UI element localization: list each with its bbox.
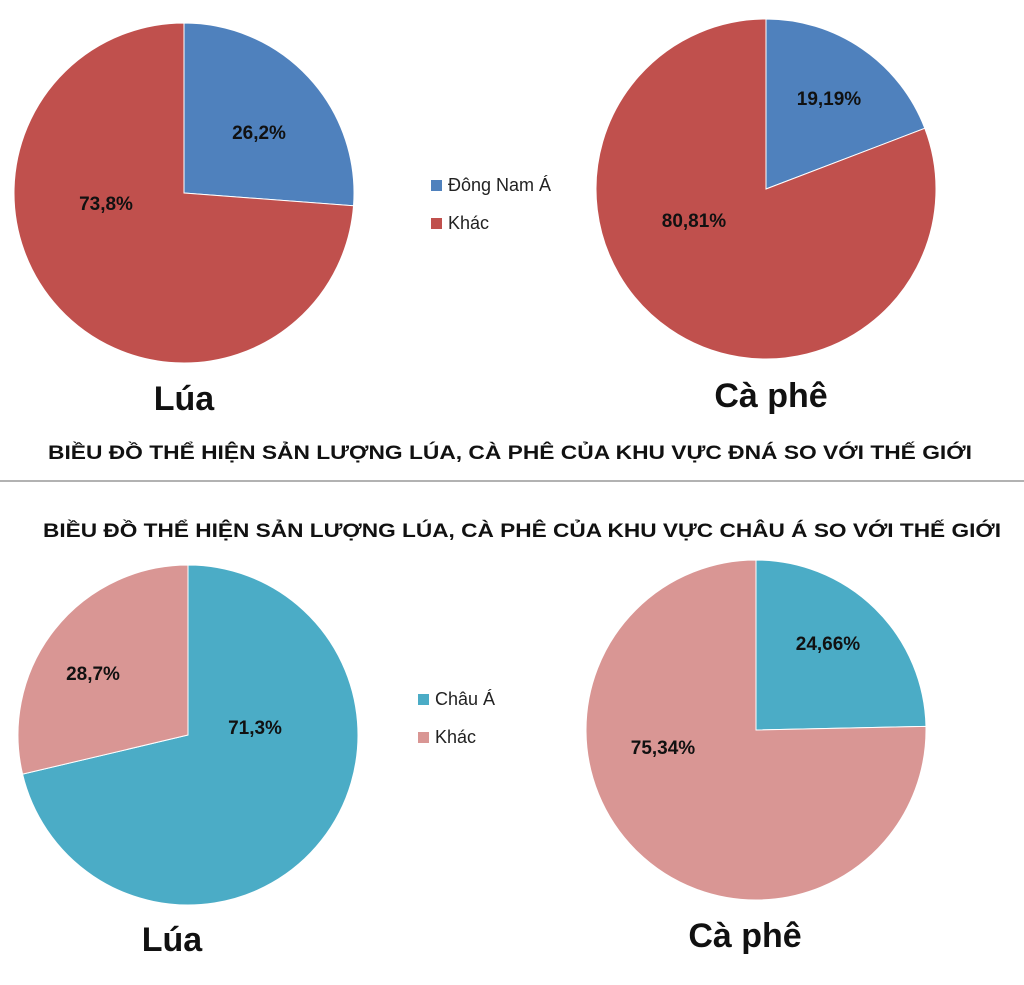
pie-slice-chau-a	[21, 564, 359, 906]
legend-swatch-dong-nam-a	[431, 180, 442, 191]
pie-caption: Cà phê	[714, 377, 827, 415]
slice-label-dong-nam-a: 19,19%	[797, 89, 862, 110]
pie-chart-coffee-sea: 19,19% 80,81% Cà phê	[595, 18, 937, 415]
slice-label-dong-nam-a: 26,2%	[232, 123, 286, 144]
legend-label-khac: Khác	[448, 213, 489, 233]
slice-label-chau-a: 71,3%	[228, 718, 282, 739]
legend-asia: Châu Á Khác	[418, 689, 495, 747]
legend-swatch-khac	[418, 732, 429, 743]
pie-caption: Lúa	[142, 921, 204, 959]
pie-caption: Lúa	[154, 380, 216, 418]
pie-slice-khac	[17, 564, 189, 775]
slice-label-khac: 28,7%	[66, 664, 120, 685]
legend-sea: Đông Nam Á Khác	[431, 175, 551, 233]
pie-slice-dong-nam-a	[765, 18, 926, 190]
legend-swatch-chau-a	[418, 694, 429, 705]
slice-label-khac: 80,81%	[662, 211, 727, 232]
slice-label-chau-a: 24,66%	[796, 634, 861, 655]
heading-sea: BIỀU ĐỒ THỂ HIỆN SẢN LƯỢNG LÚA, CÀ PHÊ C…	[48, 442, 972, 464]
slice-label-khac: 73,8%	[79, 194, 133, 215]
legend-label-dong-nam-a: Đông Nam Á	[448, 175, 551, 195]
pie-slice-chau-a	[755, 559, 927, 731]
pie-slice-khac	[13, 22, 355, 364]
heading-asia: BIỀU ĐỒ THỂ HIỆN SẢN LƯỢNG LÚA, CÀ PHÊ C…	[43, 520, 1001, 542]
pie-slice-khac	[595, 18, 937, 360]
pie-chart-coffee-asia: 24,66% 75,34% Cà phê	[585, 559, 927, 955]
pie-slice-khac	[585, 559, 927, 901]
pie-slice-dong-nam-a	[183, 22, 355, 207]
pie-chart-rice-asia: 71,3% 28,7% Lúa	[17, 564, 359, 959]
legend-label-khac: Khác	[435, 727, 476, 747]
legend-label-chau-a: Châu Á	[435, 689, 495, 709]
pie-chart-rice-sea: 26,2% 73,8% Lúa	[13, 22, 355, 418]
pie-caption: Cà phê	[688, 917, 801, 955]
legend-swatch-khac	[431, 218, 442, 229]
slice-label-khac: 75,34%	[631, 738, 696, 759]
